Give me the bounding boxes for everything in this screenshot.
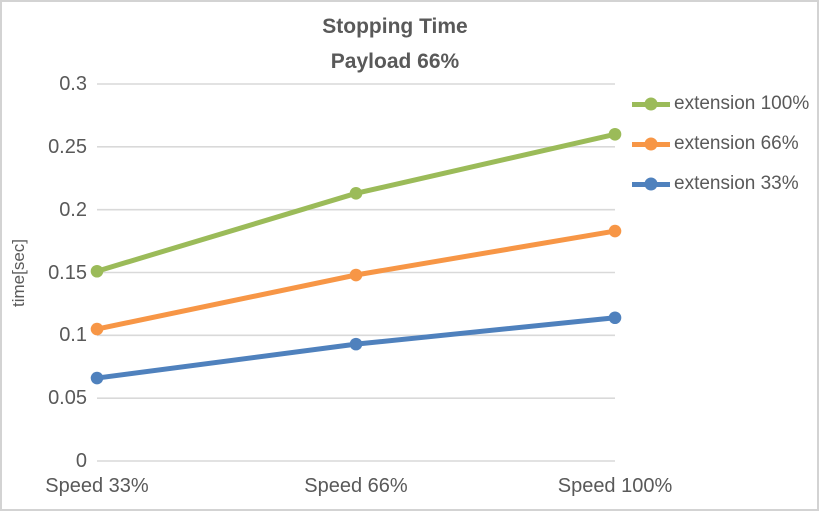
legend-dot-icon [644, 137, 658, 151]
y-tick-label: 0.2 [59, 198, 87, 221]
data-point [90, 371, 104, 385]
y-tick-label: 0.15 [48, 261, 87, 284]
legend-item: extension 33% [632, 172, 809, 196]
x-tick-label: Speed 33% [45, 475, 149, 497]
legend-item: extension 66% [632, 132, 809, 156]
legend-label: extension 33% [674, 173, 799, 194]
y-tick-label: 0.05 [48, 387, 87, 410]
data-point [349, 268, 363, 282]
chart-title-line1: Stopping Time [322, 15, 468, 38]
x-tick-label: Speed 100% [557, 475, 673, 497]
x-tick-label: Speed 66% [304, 475, 408, 497]
legend-line-marker-icon [632, 137, 670, 151]
data-point [608, 127, 622, 141]
legend: extension 100% extension 66% extension 33% [632, 92, 809, 212]
data-point [608, 311, 622, 325]
legend-line-marker-icon [632, 97, 670, 111]
legend-label: extension 66% [674, 133, 799, 154]
y-tick-label: 0 [75, 450, 87, 472]
data-point [608, 224, 622, 238]
legend-line-marker-icon [632, 177, 670, 191]
data-point [349, 187, 363, 200]
chart-title-line2: Payload 66% [330, 50, 460, 73]
data-point [349, 337, 363, 351]
legend-dot-icon [644, 177, 658, 191]
legend-item: extension 100% [632, 92, 809, 116]
data-point [90, 322, 104, 336]
y-tick-label: 0.25 [48, 135, 87, 158]
series-line-0 [94, 131, 618, 274]
y-tick-label: 0.1 [59, 324, 87, 347]
legend-label: extension 100% [674, 93, 810, 114]
data-point [90, 264, 104, 278]
legend-dot-icon [644, 97, 658, 111]
chart-title: Stopping Time Payload 66% [2, 9, 788, 79]
y-tick-label: 0.3 [59, 73, 87, 95]
